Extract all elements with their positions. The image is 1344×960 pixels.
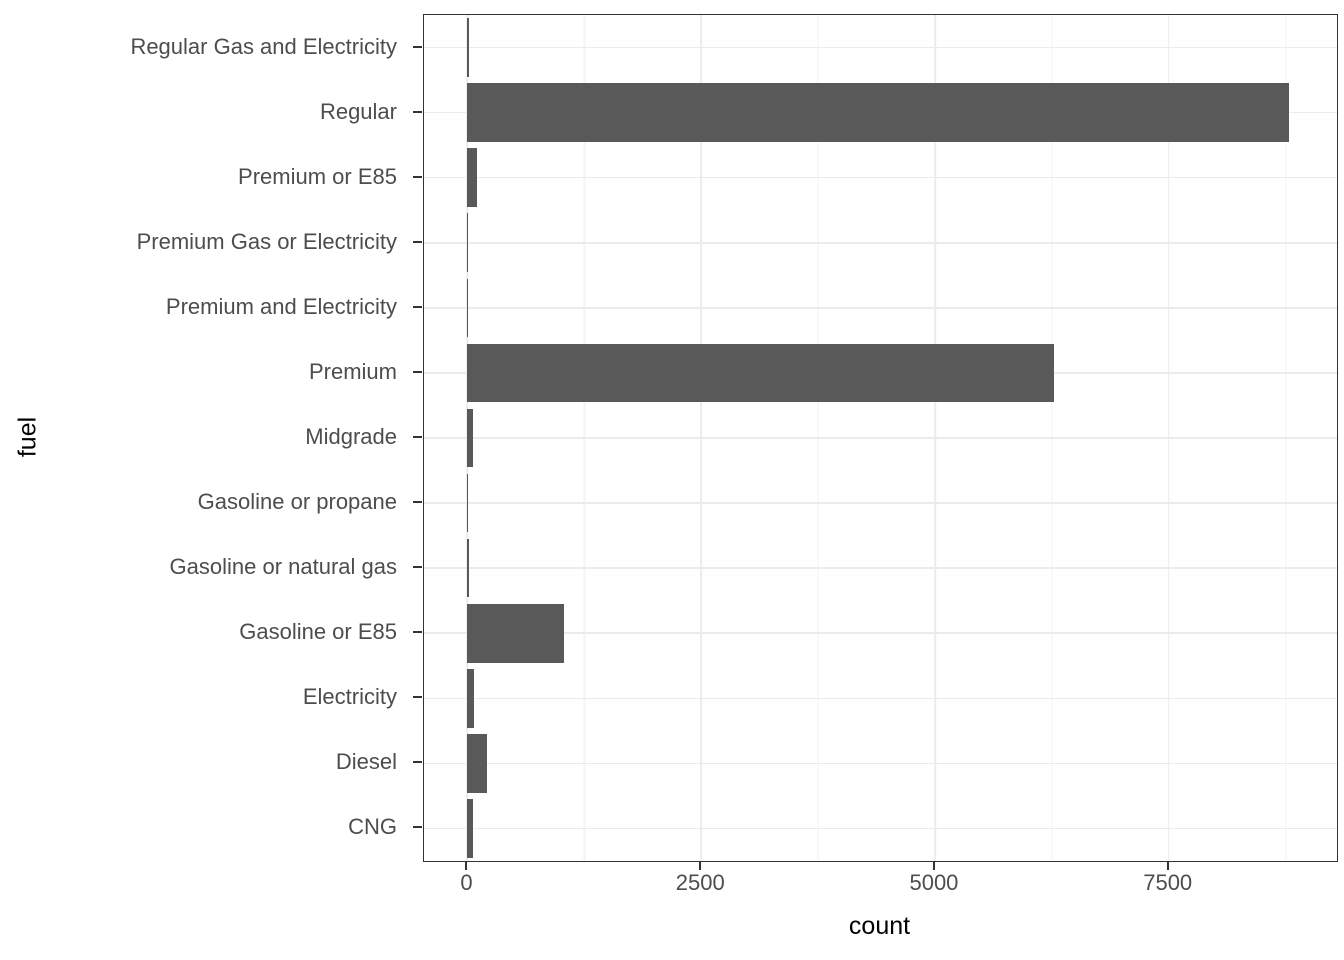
y-tick-mark xyxy=(413,45,422,48)
y-tick-label: Gasoline or natural gas xyxy=(169,554,397,580)
y-tick-label: Premium xyxy=(308,358,397,384)
y-tick-mark xyxy=(413,826,422,829)
bar xyxy=(467,148,477,207)
y-gridline-major xyxy=(424,241,1337,244)
y-axis-tick-labels: Regular Gas and Electricity Regular Premiu… xyxy=(0,14,410,860)
y-gridline-major xyxy=(424,567,1337,569)
y-tick-mark xyxy=(413,436,422,438)
y-gridline-major xyxy=(424,437,1337,439)
bar xyxy=(467,408,473,468)
y-gridline-major xyxy=(424,632,1337,635)
y-tick-mark xyxy=(413,110,422,113)
x-tick-mark xyxy=(465,861,468,870)
y-tick-mark xyxy=(413,305,422,308)
x-tick-label: 7500 xyxy=(1143,870,1193,895)
bar xyxy=(467,603,564,663)
y-gridline-major xyxy=(424,697,1337,700)
bar xyxy=(467,799,473,858)
y-tick-label: Midgrade xyxy=(305,424,397,449)
y-gridline-major xyxy=(424,176,1337,179)
bar xyxy=(467,343,1054,403)
bar xyxy=(467,669,474,728)
x-tick-mark xyxy=(932,861,935,870)
y-tick-label: Regular xyxy=(319,98,397,124)
x-axis-title: count xyxy=(848,912,911,940)
y-tick-mark xyxy=(413,370,422,373)
y-tick-label: Gasoline or E85 xyxy=(239,619,397,645)
bar xyxy=(467,538,470,598)
y-tick-label: Regular Gas and Electricity xyxy=(130,33,397,59)
y-gridline-major xyxy=(424,762,1337,765)
bar xyxy=(467,18,470,77)
y-gridline-major xyxy=(424,827,1337,830)
x-tick-mark xyxy=(1166,861,1169,870)
bar xyxy=(467,473,469,533)
y-tick-mark xyxy=(413,631,422,634)
x-tick-label: 0 xyxy=(460,870,473,895)
bar xyxy=(467,213,469,273)
x-tick-label: 5000 xyxy=(909,870,959,895)
y-tick-mark xyxy=(413,566,422,569)
y-tick-mark xyxy=(413,696,422,699)
y-tick-label: Premium or E85 xyxy=(238,163,397,189)
y-tick-label: CNG xyxy=(348,814,397,840)
y-tick-label: Electricity xyxy=(302,684,397,710)
y-tick-label: Premium Gas or Electricity xyxy=(136,228,397,254)
y-gridline-major xyxy=(424,46,1337,49)
y-tick-label: Premium and Electricity xyxy=(165,293,397,319)
bar xyxy=(467,734,488,793)
x-tick-label: 2500 xyxy=(675,870,725,895)
y-gridline-major xyxy=(424,307,1337,309)
y-tick-mark xyxy=(413,240,422,243)
x-tick-mark xyxy=(699,861,702,870)
plot-panel xyxy=(423,14,1338,862)
y-tick-mark xyxy=(413,175,422,178)
y-tick-mark xyxy=(413,761,422,764)
y-tick-label: Gasoline or propane xyxy=(197,489,397,515)
bar xyxy=(467,83,1290,142)
y-tick-mark xyxy=(413,501,422,504)
y-tick-label: Diesel xyxy=(335,749,397,775)
y-gridline-major xyxy=(424,502,1337,504)
